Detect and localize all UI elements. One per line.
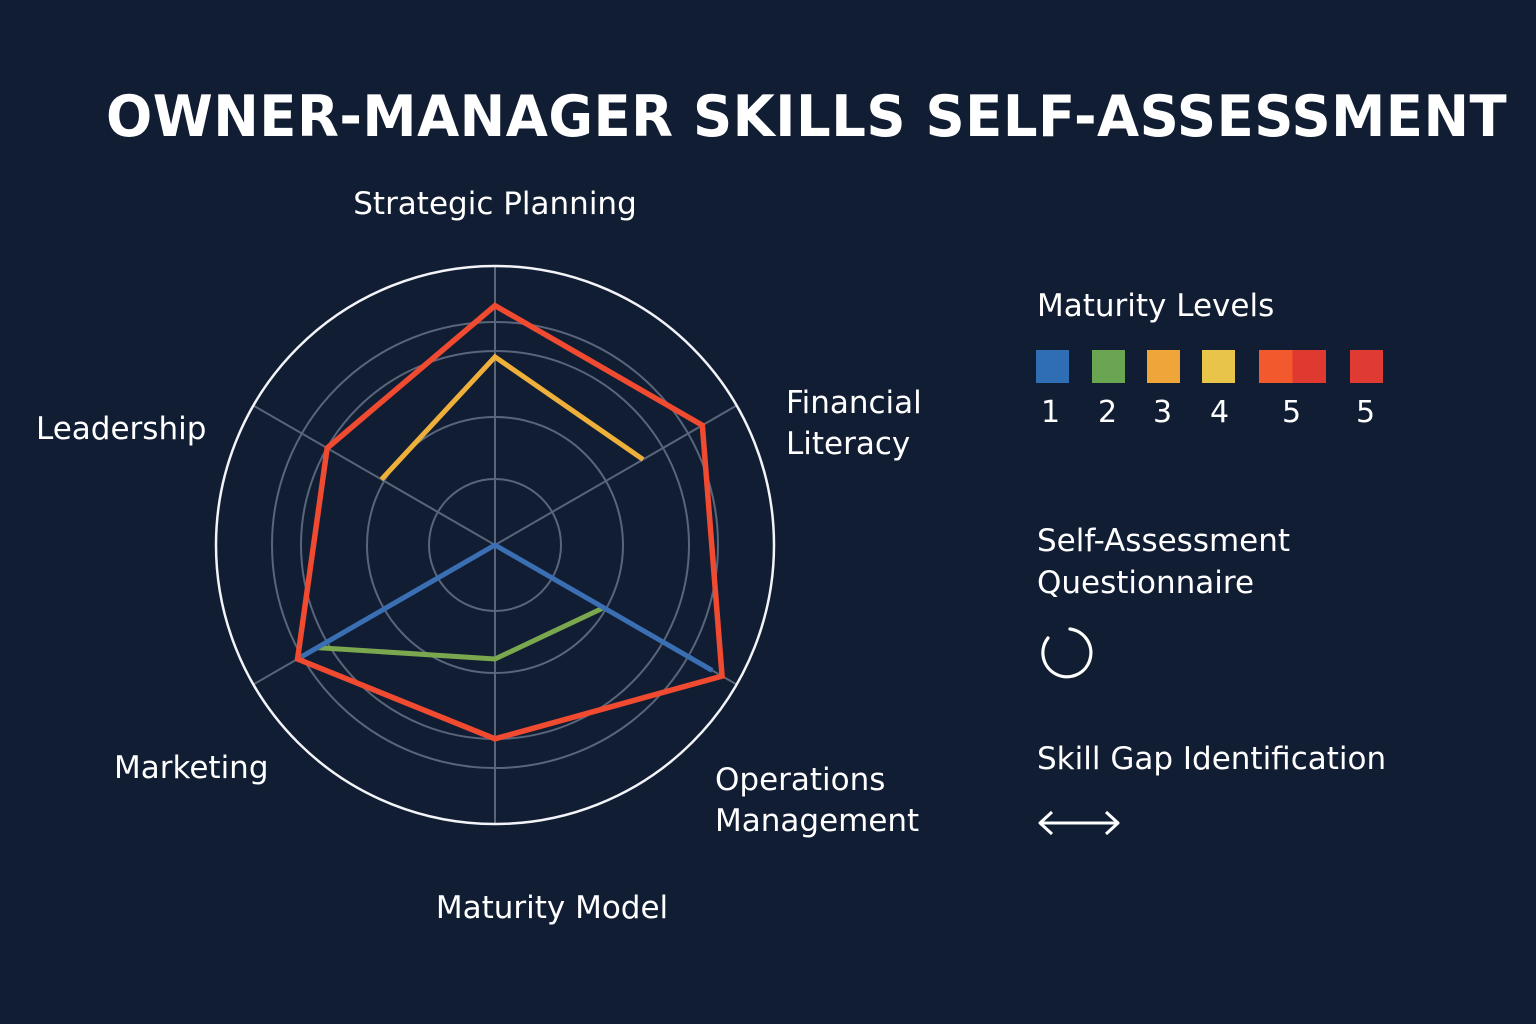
axis-label-strategic-planning: Strategic Planning (353, 186, 637, 222)
legend-label-5b: 5 (1355, 395, 1376, 430)
axis-label-maturity-model: Maturity Model (435, 890, 669, 926)
legend-swatch-3 (1147, 350, 1180, 383)
radar-series (294, 302, 725, 742)
legend-swatch-5b (1350, 350, 1383, 383)
legend-label-1: 1 (1040, 395, 1061, 430)
double-arrow-icon (1038, 810, 1120, 836)
radar-series-4 (301, 542, 714, 673)
legend-label-3: 3 (1152, 395, 1173, 430)
legend-heading: Maturity Levels (1037, 288, 1275, 324)
axis-label-operations-management: Operations Management (715, 762, 920, 839)
radar-outer-ring (214, 264, 776, 826)
page-title: OWNER-MANAGER SKILLS SELF-ASSESSMENT (106, 84, 1508, 150)
axis-label-financial-literacy: Financial Literacy (786, 385, 922, 462)
radar-series-1 (294, 302, 725, 742)
radar-series-3 (317, 605, 605, 662)
progress-ring-icon (1041, 627, 1093, 679)
legend-label-2: 2 (1097, 395, 1118, 430)
legend-label-4: 4 (1209, 395, 1230, 430)
radar-series-2 (379, 353, 645, 482)
axis-label-marketing: Marketing (114, 750, 269, 786)
questionnaire-heading-line1: Self-Assessment (1037, 523, 1291, 559)
legend-swatch-2 (1092, 350, 1125, 383)
radar-spoke-6 (252, 404, 496, 546)
questionnaire-heading-line2: Questionnaire (1037, 565, 1255, 601)
questionnaire-heading: Self-Assessment Questionnaire (1037, 520, 1290, 604)
skill-gap-heading: Skill Gap Identification (1037, 741, 1387, 777)
legend-label-5a: 5 (1281, 395, 1302, 430)
legend-swatch-4 (1202, 350, 1235, 383)
radar-spoke-2 (494, 404, 738, 546)
axis-label-leadership: Leadership (36, 411, 207, 447)
legend-swatch-5a (1259, 350, 1326, 383)
legend-swatch-1 (1036, 350, 1069, 383)
